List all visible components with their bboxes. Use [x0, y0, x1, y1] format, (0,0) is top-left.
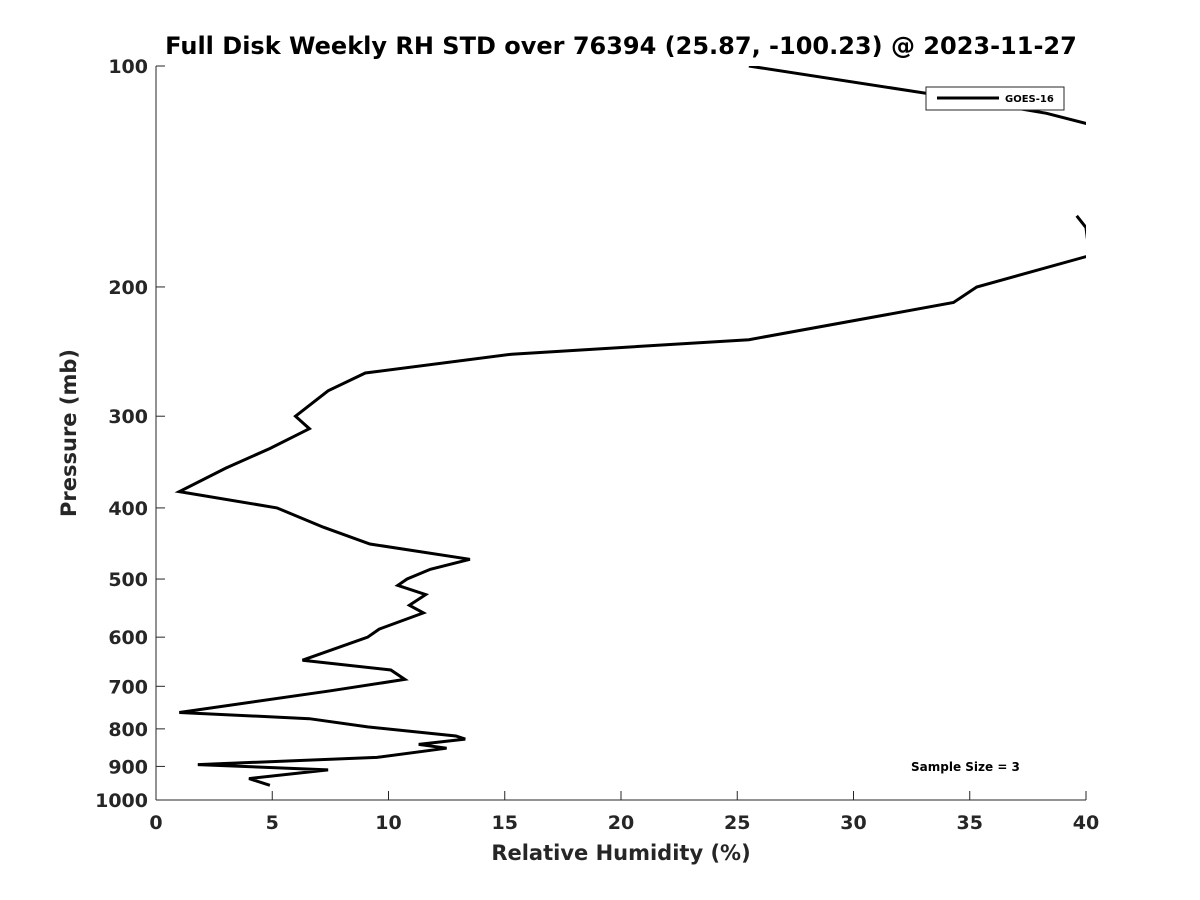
x-tick-label-0: 0 — [149, 812, 162, 834]
x-tick-label-35: 35 — [957, 812, 983, 834]
legend-label-goes-16: GOES-16 — [1005, 94, 1054, 105]
series-line-goes-16-segment-2 — [1075, 214, 1086, 240]
axes — [155, 66, 1086, 801]
legend: GOES-16 — [925, 86, 1065, 111]
sample-size-annotation: Sample Size = 3 — [911, 760, 1020, 774]
x-tick-label-40: 40 — [1073, 812, 1099, 834]
plot-area — [174, 66, 1086, 787]
y-tick-label-1000: 1000 — [95, 790, 148, 812]
y-tick-label-100: 100 — [108, 56, 148, 78]
x-tick-label-20: 20 — [608, 812, 634, 834]
y-tick-label-500: 500 — [108, 569, 148, 591]
y-tick-label-200: 200 — [108, 277, 148, 299]
x-tick-label-15: 15 — [492, 812, 518, 834]
x-tick-label-10: 10 — [375, 812, 401, 834]
y-tick-label-400: 400 — [108, 498, 148, 520]
x-tick-label-30: 30 — [840, 812, 866, 834]
series-line-goes-16-segment-3 — [174, 255, 1086, 787]
y-tick-label-800: 800 — [108, 719, 148, 741]
x-tick-label-25: 25 — [724, 812, 750, 834]
y-tick-label-900: 900 — [108, 756, 148, 778]
y-axis-label: Pressure (mb) — [57, 349, 81, 517]
chart-title: Full Disk Weekly RH STD over 76394 (25.8… — [165, 32, 1077, 60]
y-tick-label-300: 300 — [108, 406, 148, 428]
y-ticks: 100 200 300 400 500 600 700 800 900 1000 — [95, 56, 165, 812]
y-tick-label-700: 700 — [108, 676, 148, 698]
x-tick-label-5: 5 — [266, 812, 279, 834]
y-tick-label-600: 600 — [108, 627, 148, 649]
x-axis-label: Relative Humidity (%) — [491, 841, 750, 865]
x-ticks: 0 5 10 15 20 25 30 35 40 — [149, 791, 1099, 834]
